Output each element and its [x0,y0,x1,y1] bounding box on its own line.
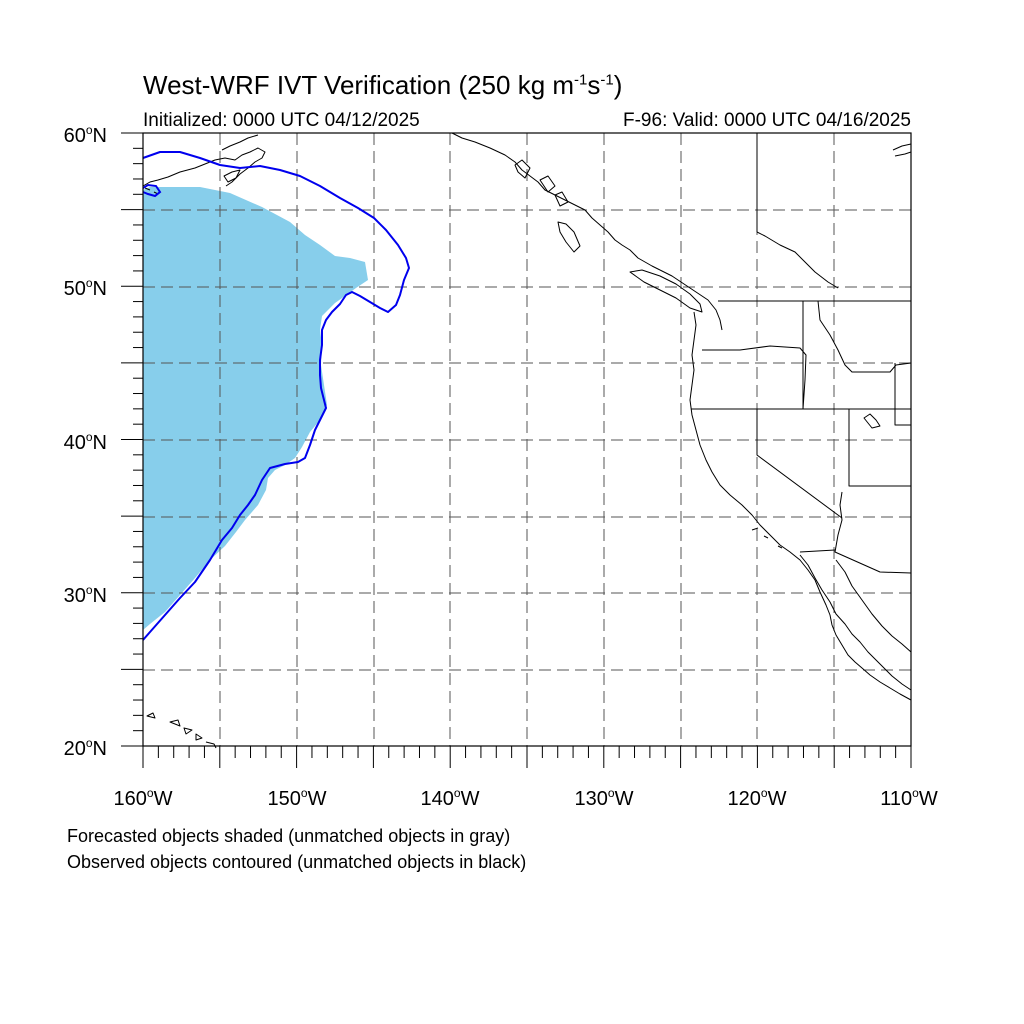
lon-label-140: 140oW [421,786,480,810]
observed-ivt-contour-corner [142,183,162,198]
bc-mainland-coast [659,269,723,331]
initialized-time: Initialized: 0000 UTC 04/12/2025 [143,110,420,131]
latitude-labels: 60oN 50oN 40oN 30oN 20oN [64,123,107,760]
kodiak-island [223,169,241,183]
lon-label-130: 130oW [575,786,634,810]
lat-label-60: 60oN [64,123,107,147]
southeast-alaska-coast [451,132,661,271]
alexander-archipelago [514,159,569,207]
caption-observed: Observed objects contoured (unmatched ob… [67,852,527,872]
lon-label-160: 160oW [114,786,173,810]
axis-ticks [121,132,912,768]
title-prefix: West-WRF IVT Verification (250 kg m [143,70,575,100]
map-gridlines [143,133,911,746]
idaho-border [802,300,912,409]
washington-oregon-border [702,345,807,410]
alberta-river [756,231,839,289]
lat-label-20: 20oN [64,736,107,760]
mexico-border [799,549,836,553]
title-mid: s [587,70,601,100]
lon-label-120: 120oW [728,786,787,810]
forecast-ivt-object [143,187,368,630]
baja-california-coast [799,554,912,691]
hawaii-islands [146,712,217,749]
california-nevada-border [756,409,843,519]
northeast-corner-coast [892,143,912,157]
title-exponent-2: -1 [600,71,614,89]
coastlines-borders [142,132,912,749]
lat-label-30: 30oN [64,583,107,607]
us-west-coast [689,311,912,701]
caption-forecast: Forecasted objects shaded (unmatched obj… [67,826,511,846]
observed-ivt-contour-top [142,151,410,641]
map-title: West-WRF IVT Verification (250 kg m-1s-1… [143,70,622,101]
arizona-border [834,491,912,574]
great-salt-lake [863,413,881,429]
haida-gwaii [557,221,581,253]
alaska-south-coast [221,134,259,151]
title-exponent-1: -1 [574,71,588,89]
lon-label-150: 150oW [268,786,327,810]
longitude-labels: 160oW 150oW 140oW 130oW 120oW 110oW [114,786,938,810]
nevada-utah-border [848,409,911,487]
lon-label-110: 110oW [880,786,938,810]
title-suffix: ) [613,70,623,100]
lat-label-50: 50oN [64,276,107,300]
wyoming-border [894,363,911,426]
vancouver-island [629,269,703,313]
valid-time: F-96: Valid: 0000 UTC 04/16/2025 [623,110,911,131]
gulf-of-california-coast [835,559,912,653]
channel-islands [751,527,783,549]
lat-label-40: 40oN [64,430,107,454]
